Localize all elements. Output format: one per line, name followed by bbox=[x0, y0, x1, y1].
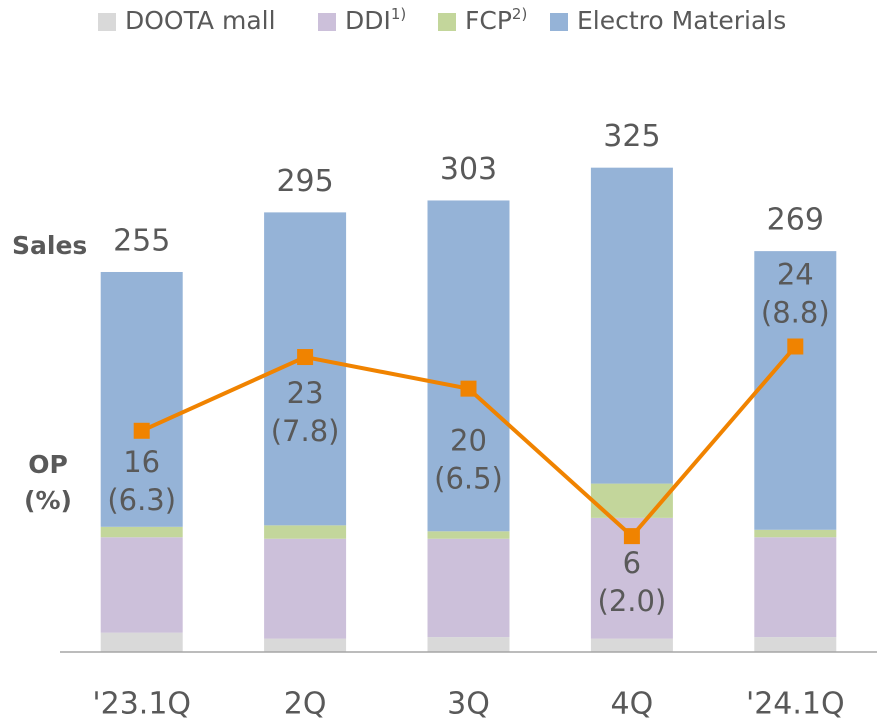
total-label: 295 bbox=[276, 164, 333, 199]
bar-segment bbox=[754, 537, 837, 638]
legend-name: DDI bbox=[345, 6, 391, 35]
bar-segment bbox=[427, 637, 510, 652]
op-marker bbox=[787, 338, 804, 355]
legend-name: DOOTA mall bbox=[125, 6, 276, 35]
bar-segment bbox=[264, 525, 347, 539]
y-axis-label: Sales bbox=[12, 231, 87, 260]
op-margin-label: (6.5) bbox=[434, 462, 503, 496]
op-label: 23 bbox=[287, 376, 324, 410]
legend-swatch bbox=[98, 13, 116, 31]
legend-name: Electro Materials bbox=[577, 6, 786, 35]
y2-axis-label: OP bbox=[28, 450, 68, 479]
op-marker bbox=[623, 528, 640, 545]
bar-segment bbox=[100, 526, 183, 538]
bar-segment bbox=[590, 638, 673, 652]
x-tick-label: 3Q bbox=[447, 687, 490, 722]
bar-segment bbox=[100, 632, 183, 652]
x-tick-label: 4Q bbox=[611, 687, 654, 722]
op-marker bbox=[133, 422, 150, 439]
op-margin-label: (8.8) bbox=[761, 296, 830, 330]
legend-swatch bbox=[318, 13, 336, 31]
bar-segment bbox=[264, 538, 347, 639]
op-label: 24 bbox=[777, 258, 814, 292]
y2-axis-unit: (%) bbox=[24, 486, 72, 515]
op-marker bbox=[460, 380, 477, 397]
op-label: 16 bbox=[123, 445, 160, 479]
legend-swatch bbox=[550, 13, 568, 31]
bar-segment bbox=[264, 638, 347, 652]
x-tick-label: '24.1Q bbox=[746, 687, 845, 722]
op-marker bbox=[297, 349, 314, 366]
bar-segment bbox=[754, 251, 837, 530]
bar-segment bbox=[427, 538, 510, 638]
total-label: 303 bbox=[440, 152, 497, 187]
x-tick-label: '23.1Q bbox=[92, 687, 191, 722]
total-label: 325 bbox=[603, 119, 660, 154]
legend-label: Electro Materials bbox=[577, 6, 786, 35]
bar-segment bbox=[754, 637, 837, 652]
legend-label: DDI1) bbox=[345, 5, 406, 36]
legend-label: FCP2) bbox=[465, 5, 527, 36]
op-label: 6 bbox=[623, 546, 641, 580]
op-label: 20 bbox=[450, 424, 487, 458]
op-margin-label: (7.8) bbox=[271, 414, 340, 448]
bar-segment bbox=[754, 529, 837, 538]
x-tick-label: 2Q bbox=[284, 687, 327, 722]
legend-name: FCP bbox=[465, 6, 512, 35]
bar-segment bbox=[427, 531, 510, 539]
op-margin-label: (6.3) bbox=[107, 483, 176, 517]
bar-segment bbox=[590, 167, 673, 484]
bar-segment bbox=[427, 200, 510, 532]
total-label: 255 bbox=[113, 223, 170, 258]
op-margin-label: (2.0) bbox=[598, 584, 667, 618]
legend-note: 2) bbox=[512, 5, 527, 23]
legend-swatch bbox=[438, 13, 456, 31]
bar-segment bbox=[100, 271, 183, 527]
legend-note: 1) bbox=[391, 5, 406, 23]
bar-segment bbox=[100, 537, 183, 633]
total-label: 269 bbox=[767, 203, 824, 238]
legend-label: DOOTA mall bbox=[125, 6, 276, 35]
